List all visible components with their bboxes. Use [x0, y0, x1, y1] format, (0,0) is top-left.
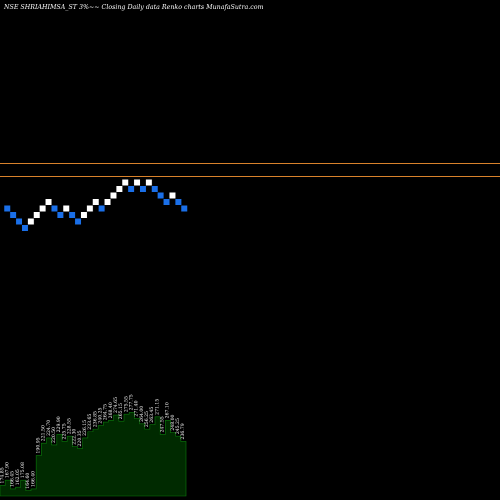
volume-label: 265.15: [118, 403, 124, 419]
volume-label: 240.25: [98, 407, 104, 423]
renko-brick-down: [9, 211, 17, 219]
volume-label: 271.40: [134, 400, 140, 416]
renko-brick-up: [133, 179, 141, 186]
volume-label: 166.45: [10, 471, 16, 487]
volume-label: 220.35: [77, 430, 83, 446]
volume-label: 267.10: [165, 402, 171, 418]
volume-label: 225.75: [61, 423, 67, 439]
renko-brick-up: [86, 205, 94, 212]
volume-label: 256.25: [144, 411, 150, 427]
volume-label: 162.05: [15, 469, 21, 485]
renko-brick-up: [115, 185, 123, 193]
renko-brick-down: [157, 192, 165, 199]
reference-lines: [0, 163, 500, 177]
renko-brick-up: [27, 218, 35, 225]
volume-label: 167.90: [5, 462, 11, 478]
volume-label: 236.85: [92, 411, 98, 427]
volume-label: 247.55: [160, 416, 166, 432]
volume-label: 228.55: [67, 418, 73, 434]
volume-label: 224.70: [46, 420, 52, 436]
volume-label: 222.30: [72, 429, 78, 445]
volume-label: 220.50: [51, 427, 57, 443]
volume-label: 277.75: [129, 394, 135, 410]
renko-brick-down: [151, 185, 159, 193]
volume-label: 229.90: [56, 416, 62, 432]
renko-brick-up: [33, 211, 41, 219]
renko-brick-down: [163, 198, 171, 206]
renko-brick-up: [62, 205, 70, 212]
renko-brick-up: [104, 198, 112, 206]
volume-label: 166.40: [30, 471, 36, 487]
volume-label: 264.75: [103, 404, 109, 420]
volume-label: 190.95: [36, 437, 42, 453]
volume-area: [0, 412, 187, 497]
volume-label: 275.55: [123, 396, 129, 412]
renko-brick-up: [80, 211, 88, 219]
volume-label: 268.40: [108, 402, 114, 418]
renko-brick-up: [39, 205, 47, 212]
renko-brick-up: [145, 179, 153, 186]
renko-brick-up: [121, 179, 129, 186]
volume-label: 164.60: [25, 473, 31, 489]
volume-label: 274.65: [113, 397, 119, 413]
volume-label: 226.15: [82, 420, 88, 436]
renko-brick-down: [21, 224, 29, 232]
volume-label: 271.15: [154, 399, 160, 415]
renko-brick-down: [50, 205, 58, 212]
volume-label: 264.00: [139, 406, 145, 422]
renko-brick-up: [92, 198, 100, 206]
volume-label: 175.08: [20, 462, 26, 478]
volume-label: 248.00: [170, 414, 176, 430]
volume-label: 236.79: [180, 423, 186, 439]
renko-brick-down: [74, 218, 82, 225]
renko-brick-up: [109, 192, 117, 199]
volume-label: 263.45: [149, 407, 155, 423]
renko-brick-down: [68, 211, 76, 219]
volume-label: 245.25: [175, 418, 181, 434]
renko-brick-down: [3, 205, 11, 212]
renko-brick-up: [45, 198, 53, 206]
volume-label: 233.65: [87, 414, 93, 430]
renko-brick-down: [15, 218, 23, 225]
renko-brick-down: [180, 205, 188, 212]
renko-bricks: [3, 179, 188, 232]
renko-brick-down: [127, 185, 135, 193]
volume-label: 174.85: [0, 467, 5, 483]
renko-brick-down: [56, 211, 64, 219]
chart-title: NSE SHRIAHIMSA_ST 3%~~ Closing Daily dat…: [3, 4, 264, 11]
renko-brick-down: [174, 198, 182, 206]
renko-brick-down: [139, 185, 147, 193]
volume-label: 221.50: [41, 425, 47, 441]
renko-brick-down: [98, 205, 106, 212]
volume-area-shape: [0, 412, 187, 497]
renko-brick-up: [168, 192, 176, 199]
